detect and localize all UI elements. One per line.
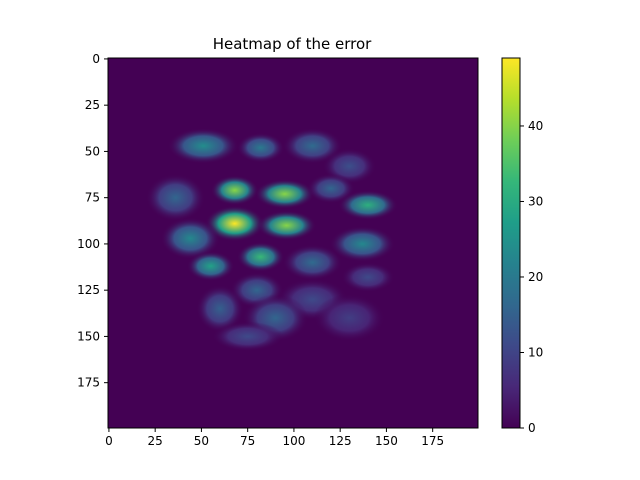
heatmap-blob — [196, 284, 244, 333]
colorbar-ticks: 0 10 20 30 40 — [520, 119, 543, 435]
y-tick-label: 150 — [77, 329, 100, 343]
y-tick-label: 125 — [77, 283, 100, 297]
heatmap-blob — [307, 173, 355, 204]
x-tick-label: 25 — [148, 434, 163, 448]
x-tick-label: 100 — [282, 434, 305, 448]
heatmap-blob — [236, 132, 285, 163]
chart-title: Heatmap of the error — [213, 35, 372, 53]
heatmap-blob — [341, 262, 395, 293]
colorbar-tick-label: 0 — [528, 421, 536, 435]
y-tick-label: 25 — [85, 98, 100, 112]
heatmap-blob — [212, 321, 284, 352]
x-tick-label: 125 — [329, 434, 352, 448]
heatmap-blob — [313, 294, 385, 342]
heatmap-blob — [205, 205, 265, 242]
heatmap-blob — [256, 210, 317, 241]
heatmap-blob — [160, 217, 220, 260]
heatmap-area — [108, 58, 478, 428]
heatmap-blob — [338, 190, 398, 220]
y-tick-label: 0 — [92, 52, 100, 66]
heatmap-blob — [255, 179, 315, 209]
colorbar-tick-label: 20 — [528, 270, 543, 284]
heatmap-frame — [107, 57, 479, 429]
heatmap-blob — [167, 128, 239, 164]
x-axis: 0 25 50 75 100 125 150 175 — [105, 428, 444, 448]
y-tick-label: 50 — [85, 144, 100, 158]
heatmap-blob — [282, 244, 343, 281]
y-tick-label: 100 — [77, 237, 100, 251]
x-tick-label: 50 — [194, 434, 209, 448]
x-tick-label: 150 — [375, 434, 398, 448]
y-tick-label: 75 — [85, 191, 100, 205]
x-tick-label: 175 — [421, 434, 444, 448]
colorbar-frame — [501, 57, 521, 429]
heatmap-blob — [329, 226, 395, 262]
heatmap-blob — [145, 173, 206, 222]
heatmap-blob-layer — [145, 128, 398, 352]
y-axis: 0 25 50 75 100 125 150 175 — [77, 52, 108, 390]
colorbar-tick-label: 40 — [528, 119, 543, 133]
colorbar: 0 10 20 30 40 — [501, 57, 543, 435]
colorbar-tick-label: 10 — [528, 345, 543, 359]
heatmap-blob — [186, 251, 235, 281]
x-tick-label: 75 — [240, 434, 255, 448]
y-tick-label: 175 — [77, 376, 100, 390]
colorbar-tick-label: 30 — [528, 194, 543, 208]
x-tick-label: 0 — [105, 434, 113, 448]
heatmap-blob — [211, 175, 259, 206]
colorbar-gradient — [502, 58, 520, 428]
heatmap-blob — [236, 242, 285, 272]
heatmap-blob — [282, 128, 343, 164]
